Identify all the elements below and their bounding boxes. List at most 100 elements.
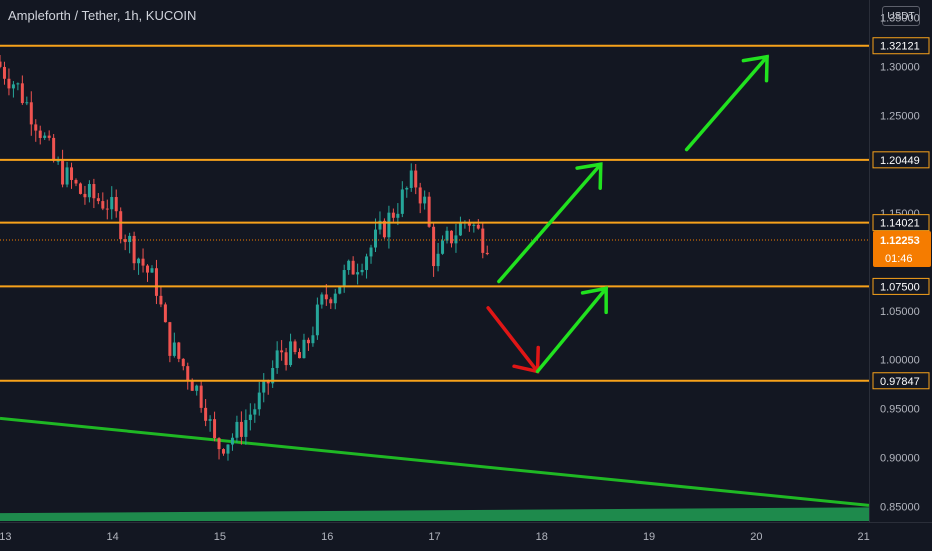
candle-body [373,229,377,248]
candle-body [132,235,136,264]
time-axis[interactable] [0,522,932,551]
candle-body [356,272,360,275]
candle-body [342,270,346,287]
candle-body [409,170,413,188]
candle-body [186,366,190,381]
candle-body [472,224,476,226]
price-axis[interactable] [869,0,932,522]
candle-body [360,269,364,273]
candle-body [123,239,127,243]
candle-body [347,260,351,271]
arrow-head [580,286,608,315]
candle-body [226,444,230,454]
candle-body [476,224,480,229]
candle-body [34,124,38,131]
candle-body [172,342,176,356]
candle-body [213,419,217,439]
candle-body [61,160,65,185]
candle-body [445,230,449,241]
candle-body [400,189,404,214]
candle-body [244,420,248,437]
candle-body [199,385,203,408]
candle-body [289,341,293,366]
candle-body [56,160,60,162]
trendline [0,416,870,507]
candle-body [70,167,74,180]
candle-body [302,339,306,359]
candle-body [20,83,24,104]
projection-arrow [497,162,603,284]
candle-body [324,294,328,300]
candle-body [378,220,382,230]
candle-body [2,66,6,79]
candle-body [159,295,163,305]
projection-arrow [535,286,608,374]
candle-body [163,304,167,323]
candle-body [436,253,440,267]
candle-body [320,294,324,305]
candle-body [275,350,279,368]
candle-body [141,258,145,266]
candle-body [0,61,2,67]
candle-body [441,240,445,254]
candle-body [387,212,391,238]
candle-body [29,102,33,125]
candle-body [284,352,288,366]
candle-body [190,380,194,391]
candle-body [235,421,239,438]
candle-body [271,367,275,384]
candle-body [405,187,409,190]
candle-body [168,322,172,356]
candle-body [338,286,342,294]
candle-body [432,226,436,267]
candle-body [458,222,462,236]
candle-body [485,252,489,255]
candle-body [38,130,42,138]
candle-body [311,335,315,344]
candle-body [365,256,369,270]
candle-body [119,211,123,240]
candle-body [87,184,91,198]
chart-title: Ampleforth / Tether, 1h, KUCOIN [8,8,197,23]
candle-body [65,167,69,185]
candle-body [315,304,319,336]
candle-body [467,222,471,226]
candle-body [105,208,109,210]
candle-body [414,170,418,188]
candle-body [128,235,132,243]
currency-button[interactable]: USDT [882,6,920,26]
candle-body [150,268,154,273]
candle-body [110,197,114,210]
candle-body [92,184,96,199]
candle-body [195,385,199,391]
projection-arrow [486,306,540,374]
arrow-head [741,54,769,83]
candle-body [306,339,310,344]
candle-body [454,235,458,244]
candle-body [239,421,243,437]
candle-body [177,342,181,359]
candle-body [25,102,29,104]
candle-body [396,213,400,218]
candle-body [52,137,56,161]
candle-body [16,83,20,85]
candle-body [257,392,261,410]
candle-body [181,358,185,367]
candle-body [369,247,373,257]
candle-body [262,380,266,393]
candle-body [96,198,100,202]
candle-body [298,352,302,359]
candle-body [391,212,395,218]
candle-body [83,193,87,198]
candle-body [47,135,51,138]
candle-body [204,407,208,421]
candle-body [329,299,333,304]
candle-body [418,187,422,204]
candle-body [253,409,257,415]
candle-body [154,268,158,296]
candle-body [7,78,11,89]
support-zone [0,507,869,521]
candle-body [351,260,355,275]
